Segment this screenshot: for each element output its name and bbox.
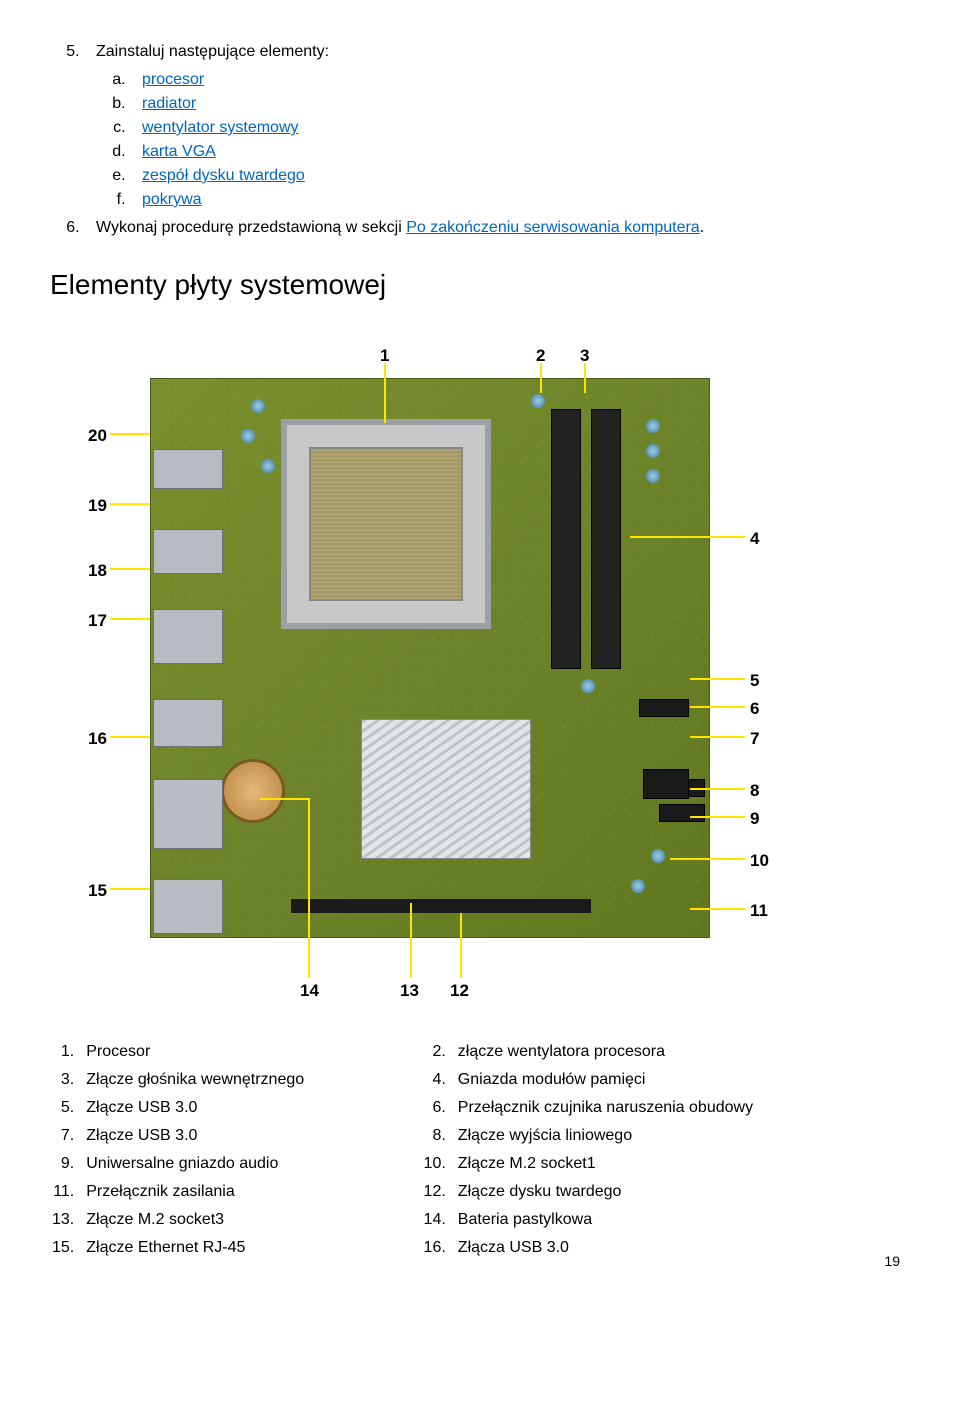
legend-text: złącze wentylatora procesora [452,1038,910,1066]
callout-11: 11 [750,898,768,924]
legend-num: 11. [50,1178,80,1206]
motherboard-diagram: 1 2 3 4 5 6 7 8 9 10 11 12 13 14 15 16 1… [50,318,810,1018]
callout-6: 6 [750,696,759,722]
step-5-sublist: procesor radiator wentylator systemowy k… [96,68,910,212]
sub-d: karta VGA [130,140,910,164]
motherboard-illustration [150,378,710,938]
legend-num: 15. [50,1234,80,1262]
legend-num: 16. [422,1234,452,1262]
legend-text: Uniwersalne gniazdo audio [80,1150,421,1178]
sub-c: wentylator systemowy [130,116,910,140]
legend-text: Przełącznik zasilania [80,1178,421,1206]
legend-text: Złącze wyjścia liniowego [452,1122,910,1150]
legend-num: 2. [422,1038,452,1066]
callout-8: 8 [750,778,759,804]
legend-num: 10. [422,1150,452,1178]
link-wentylator[interactable]: wentylator systemowy [142,119,299,136]
legend-text: Złącze M.2 socket3 [80,1206,421,1234]
sub-b: radiator [130,92,910,116]
table-row: 3. Złącze głośnika wewnętrznego 4. Gniaz… [50,1066,910,1094]
callout-20: 20 [88,423,107,449]
step-6-pre: Wykonaj procedurę przedstawioną w sekcji [96,219,406,236]
link-procesor[interactable]: procesor [142,71,204,88]
link-po-zakonczeniu[interactable]: Po zakończeniu serwisowania komputera [406,219,699,236]
legend-num: 8. [422,1122,452,1150]
step-5: Zainstaluj następujące elementy: proceso… [84,40,910,212]
callout-18: 18 [88,558,107,584]
step-6: Wykonaj procedurę przedstawioną w sekcji… [84,216,910,240]
legend-num: 9. [50,1150,80,1178]
table-row: 11. Przełącznik zasilania 12. Złącze dys… [50,1178,910,1206]
callout-16: 16 [88,726,107,752]
step-6-post: . [700,219,704,236]
sub-e: zespół dysku twardego [130,164,910,188]
legend-num: 6. [422,1094,452,1122]
callout-10: 10 [750,848,769,874]
legend-num: 3. [50,1066,80,1094]
sub-f: pokrywa [130,188,910,212]
legend-num: 5. [50,1094,80,1122]
legend-text: Złącze USB 3.0 [80,1094,421,1122]
link-dysk[interactable]: zespół dysku twardego [142,167,305,184]
callout-9: 9 [750,806,759,832]
legend-text: Złącze M.2 socket1 [452,1150,910,1178]
legend-text: Złącza USB 3.0 [452,1234,910,1262]
legend-num: 12. [422,1178,452,1206]
legend-text: Procesor [80,1038,421,1066]
callout-17: 17 [88,608,107,634]
install-steps-list: Zainstaluj następujące elementy: proceso… [50,40,910,240]
legend-text: Złącze głośnika wewnętrznego [80,1066,421,1094]
legend-num: 1. [50,1038,80,1066]
link-pokrywa[interactable]: pokrywa [142,191,202,208]
legend-num: 4. [422,1066,452,1094]
legend-text: Złącze dysku twardego [452,1178,910,1206]
callout-5: 5 [750,668,759,694]
table-row: 7. Złącze USB 3.0 8. Złącze wyjścia lini… [50,1122,910,1150]
legend-num: 7. [50,1122,80,1150]
link-karta-vga[interactable]: karta VGA [142,143,216,160]
table-row: 5. Złącze USB 3.0 6. Przełącznik czujnik… [50,1094,910,1122]
legend-num: 14. [422,1206,452,1234]
table-row: 1. Procesor 2. złącze wentylatora proces… [50,1038,910,1066]
legend-text: Złącze USB 3.0 [80,1122,421,1150]
callout-7: 7 [750,726,759,752]
page-number: 19 [884,1251,900,1272]
table-row: 15. Złącze Ethernet RJ-45 16. Złącza USB… [50,1234,910,1262]
callout-12: 12 [450,978,469,1004]
table-row: 13. Złącze M.2 socket3 14. Bateria pasty… [50,1206,910,1234]
legend-text: Bateria pastylkowa [452,1206,910,1234]
legend-text: Gniazda modułów pamięci [452,1066,910,1094]
callout-19: 19 [88,493,107,519]
table-row: 9. Uniwersalne gniazdo audio 10. Złącze … [50,1150,910,1178]
step-5-text: Zainstaluj następujące elementy: [96,43,329,60]
sub-a: procesor [130,68,910,92]
callout-13: 13 [400,978,419,1004]
callout-15: 15 [88,878,107,904]
section-title: Elementy płyty systemowej [50,264,910,306]
callout-4: 4 [750,526,759,552]
legend-num: 13. [50,1206,80,1234]
legend-text: Złącze Ethernet RJ-45 [80,1234,421,1262]
legend-text: Przełącznik czujnika naruszenia obudowy [452,1094,910,1122]
legend-table: 1. Procesor 2. złącze wentylatora proces… [50,1038,910,1262]
link-radiator[interactable]: radiator [142,95,196,112]
callout-14: 14 [300,978,319,1004]
